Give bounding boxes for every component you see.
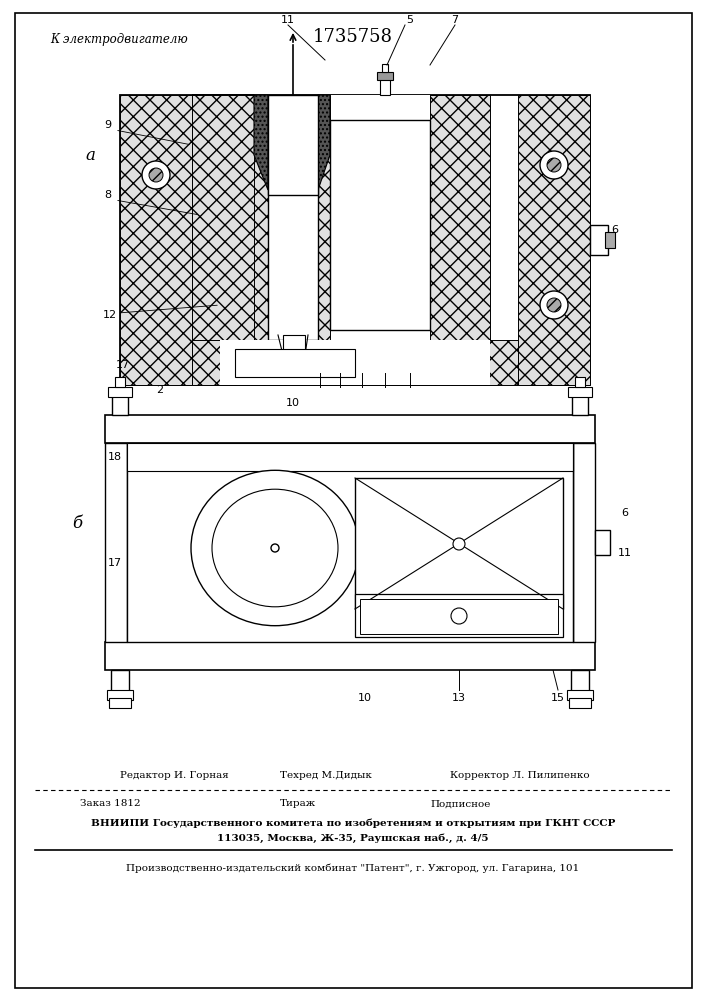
- Text: 8: 8: [105, 190, 112, 200]
- Bar: [127, 443, 573, 642]
- Bar: [120, 95, 590, 385]
- Text: ВНИИПИ Государственного комитета по изобретениям и открытиям при ГКНТ СССР: ВНИИПИ Государственного комитета по изоб…: [90, 818, 615, 828]
- Circle shape: [540, 291, 568, 319]
- Circle shape: [451, 608, 467, 624]
- Text: 10: 10: [286, 398, 300, 408]
- Bar: [268, 95, 318, 195]
- Text: 17: 17: [116, 360, 130, 370]
- Text: 10: 10: [358, 693, 372, 703]
- Bar: [105, 443, 127, 642]
- Text: 5: 5: [407, 15, 414, 25]
- Text: 16: 16: [313, 360, 327, 370]
- Text: 11: 11: [281, 15, 295, 25]
- Text: 2: 2: [156, 385, 163, 395]
- Circle shape: [453, 538, 465, 550]
- Polygon shape: [318, 95, 330, 190]
- Polygon shape: [192, 95, 268, 190]
- Ellipse shape: [212, 489, 338, 607]
- Bar: [111, 670, 129, 692]
- Bar: [120, 95, 192, 385]
- Circle shape: [540, 151, 568, 179]
- Bar: [268, 95, 318, 340]
- Bar: [254, 95, 330, 340]
- Bar: [107, 690, 133, 700]
- Text: Редактор И. Горная: Редактор И. Горная: [120, 770, 229, 780]
- Bar: [380, 77, 390, 95]
- Bar: [192, 95, 254, 340]
- Bar: [220, 340, 490, 385]
- Text: 11: 11: [618, 548, 632, 558]
- Text: 4: 4: [337, 360, 344, 370]
- Bar: [568, 387, 592, 397]
- Text: 18: 18: [108, 452, 122, 462]
- Circle shape: [547, 298, 561, 312]
- Circle shape: [149, 168, 163, 182]
- Text: 1: 1: [358, 360, 366, 370]
- Bar: [115, 377, 125, 387]
- Bar: [382, 64, 388, 72]
- Text: 13: 13: [452, 693, 466, 703]
- Bar: [235, 349, 355, 377]
- Bar: [355, 594, 563, 637]
- Text: Корректор Л. Пилипенко: Корректор Л. Пилипенко: [450, 770, 590, 780]
- Text: 6: 6: [621, 508, 629, 518]
- Text: 3: 3: [407, 360, 414, 370]
- Text: Тираж: Тираж: [280, 800, 316, 808]
- Bar: [108, 387, 132, 397]
- Text: 17: 17: [108, 558, 122, 568]
- Bar: [127, 443, 573, 471]
- Circle shape: [142, 161, 170, 189]
- Bar: [590, 225, 608, 255]
- Bar: [569, 698, 591, 708]
- Bar: [330, 95, 430, 340]
- Text: 6: 6: [612, 225, 619, 235]
- Bar: [109, 698, 131, 708]
- Text: К электродвигателю: К электродвигателю: [50, 33, 188, 46]
- Bar: [573, 443, 595, 642]
- Bar: [430, 95, 490, 340]
- Text: 12: 12: [103, 310, 117, 320]
- Text: а: а: [85, 146, 95, 163]
- Bar: [572, 395, 588, 415]
- Text: 15: 15: [551, 693, 565, 703]
- Circle shape: [547, 158, 561, 172]
- Bar: [571, 670, 589, 692]
- Bar: [377, 72, 393, 80]
- Text: 7: 7: [452, 15, 459, 25]
- Text: Производственно-издательский комбинат "Патент", г. Ужгород, ул. Гагарина, 101: Производственно-издательский комбинат "П…: [127, 863, 580, 873]
- Ellipse shape: [191, 470, 359, 626]
- Text: Подписное: Подписное: [430, 800, 491, 808]
- Bar: [355, 478, 563, 609]
- Text: б: б: [72, 514, 82, 532]
- Text: Техред М.Дидык: Техред М.Дидык: [280, 770, 372, 780]
- Text: 5: 5: [382, 360, 389, 370]
- Text: 113035, Москва, Ж-35, Раушская наб., д. 4/5: 113035, Москва, Ж-35, Раушская наб., д. …: [217, 833, 489, 843]
- Bar: [254, 95, 330, 340]
- Bar: [330, 120, 430, 330]
- Bar: [112, 395, 128, 415]
- Bar: [605, 232, 615, 248]
- Bar: [595, 530, 610, 555]
- Bar: [360, 599, 558, 634]
- Bar: [518, 95, 590, 385]
- Bar: [192, 340, 518, 385]
- Bar: [575, 377, 585, 387]
- Text: 9: 9: [105, 120, 112, 130]
- Bar: [567, 690, 593, 700]
- Bar: [105, 642, 595, 670]
- Bar: [283, 335, 305, 355]
- Text: 1735758: 1735758: [313, 28, 393, 46]
- Circle shape: [271, 544, 279, 552]
- Text: Заказ 1812: Заказ 1812: [80, 800, 141, 808]
- Bar: [105, 415, 595, 443]
